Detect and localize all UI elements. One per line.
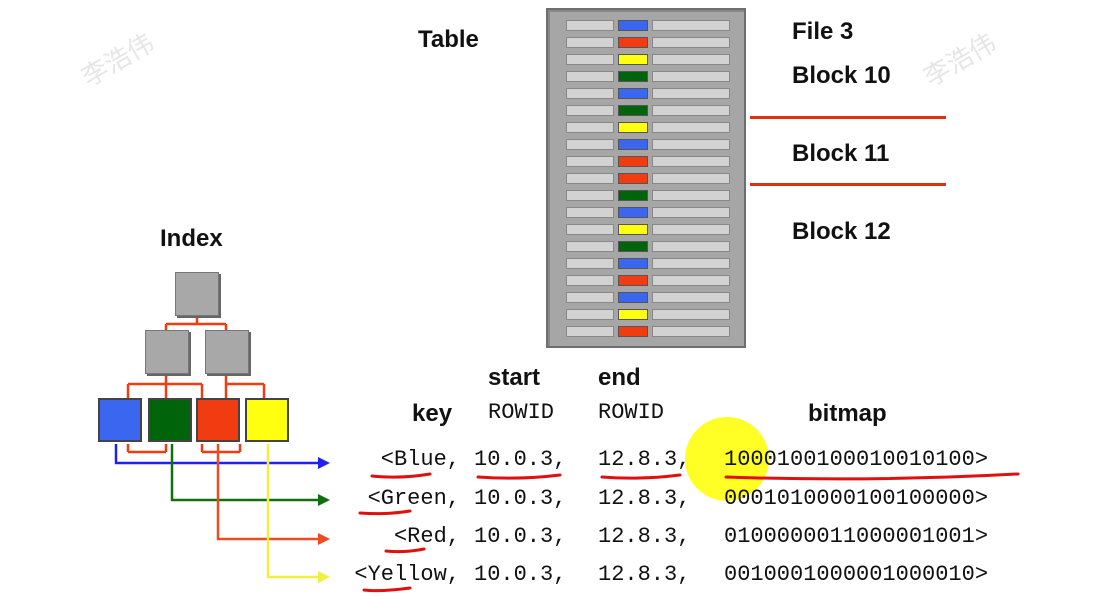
row-color-yellow <box>618 122 648 133</box>
row-cell <box>566 292 614 303</box>
block-divider <box>750 183 946 186</box>
row-cell <box>566 207 614 218</box>
entry-key: <Yellow, <box>354 562 460 587</box>
entry-end-rowid: 12.8.3, <box>598 486 691 511</box>
table-graphic <box>546 8 746 348</box>
index-leaf-yellow <box>245 398 289 442</box>
row-cell <box>566 224 614 235</box>
block-12-label: Block 12 <box>792 218 891 245</box>
entry-bitmap: 1000100100010010100> <box>724 447 989 472</box>
row-cell <box>652 275 730 286</box>
row-cell <box>652 326 730 337</box>
row-cell <box>566 122 614 133</box>
row-cell <box>566 190 614 201</box>
row-cell <box>652 139 730 150</box>
row-cell <box>652 258 730 269</box>
index-leaf-red <box>196 398 240 442</box>
row-cell <box>566 309 614 320</box>
row-cell <box>652 20 730 31</box>
index-leaf-green <box>148 398 192 442</box>
row-cell <box>652 309 730 320</box>
row-cell <box>566 173 614 184</box>
row-cell <box>652 88 730 99</box>
row-cell <box>566 105 614 116</box>
block-divider <box>750 116 946 119</box>
row-color-red <box>618 275 648 286</box>
row-cell <box>566 71 614 82</box>
row-color-red <box>618 173 648 184</box>
row-color-green <box>618 190 648 201</box>
row-color-yellow <box>618 54 648 65</box>
row-cell <box>566 139 614 150</box>
entry-end-rowid: 12.8.3, <box>598 524 691 549</box>
table-label: Table <box>418 26 479 53</box>
row-cell <box>652 71 730 82</box>
entry-key: <Blue, <box>380 447 460 472</box>
block-10-label: Block 10 <box>792 62 891 89</box>
entry-bitmap: 0010001000001000010> <box>724 562 989 587</box>
row-cell <box>566 54 614 65</box>
row-cell <box>566 37 614 48</box>
row-cell <box>566 258 614 269</box>
entry-start-rowid: 10.0.3, <box>474 562 567 587</box>
row-cell <box>566 156 614 167</box>
row-cell <box>652 156 730 167</box>
file-label: File 3 <box>792 18 854 45</box>
block-11-label: Block 11 <box>792 140 890 167</box>
bitmap-header: bitmap <box>808 400 887 427</box>
row-cell <box>566 88 614 99</box>
row-color-yellow <box>618 224 648 235</box>
row-color-blue <box>618 20 648 31</box>
key-header: key <box>412 400 453 427</box>
row-color-red <box>618 326 648 337</box>
row-cell <box>652 173 730 184</box>
row-color-red <box>618 37 648 48</box>
index-branch-node <box>145 330 189 374</box>
index-branch-node <box>205 330 249 374</box>
entry-start-rowid: 10.0.3, <box>474 447 567 472</box>
row-color-red <box>618 156 648 167</box>
row-cell <box>652 224 730 235</box>
row-color-blue <box>618 88 648 99</box>
entry-start-rowid: 10.0.3, <box>474 524 567 549</box>
entry-bitmap: 0100000011000001001> <box>724 524 989 549</box>
row-color-green <box>618 71 648 82</box>
entry-start-rowid: 10.0.3, <box>474 486 567 511</box>
row-cell <box>652 207 730 218</box>
index-label: Index <box>160 225 223 252</box>
start-header: start <box>488 364 541 391</box>
end-rowid-header: ROWID <box>598 400 665 425</box>
entry-end-rowid: 12.8.3, <box>598 447 691 472</box>
row-cell <box>566 275 614 286</box>
row-cell <box>566 326 614 337</box>
entry-key: <Red, <box>393 524 460 549</box>
row-color-blue <box>618 258 648 269</box>
row-color-green <box>618 105 648 116</box>
entry-key: <Green, <box>367 486 460 511</box>
row-cell <box>652 292 730 303</box>
end-header: end <box>598 364 641 391</box>
index-root-node <box>175 272 219 316</box>
row-cell <box>566 20 614 31</box>
row-color-blue <box>618 292 648 303</box>
row-cell <box>566 241 614 252</box>
entry-bitmap: 0001010000100100000> <box>724 486 989 511</box>
row-color-blue <box>618 139 648 150</box>
entry-end-rowid: 12.8.3, <box>598 562 691 587</box>
row-color-yellow <box>618 309 648 320</box>
row-cell <box>652 190 730 201</box>
row-cell <box>652 54 730 65</box>
row-cell <box>652 122 730 133</box>
row-color-green <box>618 241 648 252</box>
row-color-blue <box>618 207 648 218</box>
row-cell <box>652 241 730 252</box>
start-rowid-header: ROWID <box>488 400 555 425</box>
row-cell <box>652 105 730 116</box>
row-cell <box>652 37 730 48</box>
index-leaf-blue <box>98 398 142 442</box>
